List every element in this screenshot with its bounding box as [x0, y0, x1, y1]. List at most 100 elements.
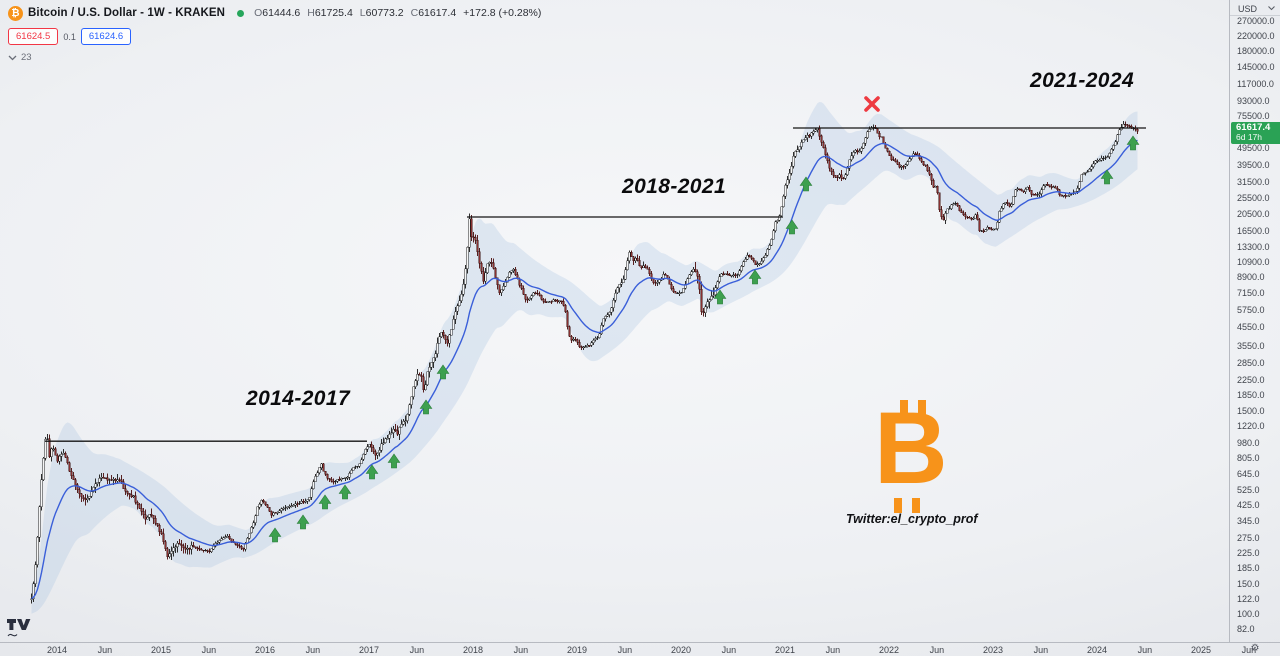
price-tick: 1220.0: [1237, 421, 1265, 432]
indicators-toggle[interactable]: 23: [8, 52, 541, 63]
month-tick: Jun: [201, 645, 217, 655]
bitcoin-logo-bar: [894, 498, 902, 513]
market-status-dot[interactable]: [237, 9, 245, 17]
last-price-label: 61617.4 6d 17h: [1231, 121, 1280, 145]
up-arrow-marker[interactable]: [387, 453, 401, 469]
sell-button[interactable]: 61624.5: [8, 28, 59, 45]
price-tick: 345.0: [1237, 516, 1260, 527]
chevron-down-icon: [8, 55, 17, 60]
up-arrow-marker[interactable]: [365, 464, 379, 480]
cycle-label[interactable]: 2014-2017: [246, 387, 351, 410]
close-value: 61617.4: [418, 7, 457, 19]
price-tick: 980.0: [1237, 437, 1260, 448]
up-arrow-marker[interactable]: [296, 514, 310, 530]
year-tick: 2021: [774, 645, 796, 655]
year-tick: 2022: [878, 645, 900, 655]
price-tick: 31500.0: [1237, 177, 1270, 188]
month-tick: Jun: [97, 645, 113, 655]
bitcoin-b-glyph: B: [874, 391, 948, 505]
bitcoin-logo-bar: [912, 498, 920, 513]
up-arrow-marker[interactable]: [713, 289, 727, 305]
currency-selector[interactable]: USD: [1230, 0, 1280, 16]
buy-button[interactable]: 61624.6: [80, 28, 132, 45]
up-arrow-marker[interactable]: [268, 527, 282, 543]
high-label: H: [307, 7, 315, 19]
price-tick: 180000.0: [1237, 46, 1275, 57]
close-label: C: [410, 7, 419, 19]
year-tick: 2014: [46, 645, 68, 655]
chevron-down-icon: [1268, 6, 1275, 11]
price-tick: 13300.0: [1237, 241, 1270, 252]
up-arrow-marker[interactable]: [785, 219, 799, 235]
tradingview-logo[interactable]: [6, 616, 34, 645]
twitter-handle-watermark: Twitter:el_crypto_prof: [846, 512, 978, 526]
month-tick: Jun: [721, 645, 737, 655]
open-label: O: [254, 7, 263, 19]
price-tick: 1850.0: [1237, 390, 1265, 401]
year-tick: 2018: [462, 645, 484, 655]
price-tick: 82.0: [1237, 624, 1255, 635]
year-tick: 2017: [358, 645, 380, 655]
year-tick: 2019: [566, 645, 588, 655]
month-tick: Jun: [929, 645, 945, 655]
change-value: +172.8 (+0.28%): [463, 7, 542, 19]
month-tick: Jun: [1241, 645, 1257, 655]
time-axis[interactable]: 2014 Jun 2015 Jun 2016 Jun 2017 Jun 2018 Jun 2019 J…: [0, 642, 1280, 656]
up-arrow-marker[interactable]: [1126, 135, 1140, 151]
year-tick: 2016: [254, 645, 276, 655]
price-tick: 100.0: [1237, 609, 1260, 620]
month-tick: Jun: [617, 645, 633, 655]
currency-label: USD: [1238, 3, 1258, 14]
open-value: 61444.6: [262, 7, 301, 19]
year-tick: 2024: [1086, 645, 1108, 655]
cycle-label[interactable]: 2018-2021: [622, 175, 727, 198]
bitcoin-logo-bar: [900, 400, 908, 415]
candles-layer: [30, 121, 1139, 604]
price-tick: 39500.0: [1237, 160, 1270, 171]
low-value: 60773.2: [365, 7, 404, 19]
high-value: 61725.4: [314, 7, 353, 19]
price-tick: 117000.0: [1237, 78, 1274, 89]
price-tick: 225.0: [1237, 548, 1260, 559]
price-tick: 150.0: [1237, 578, 1260, 589]
up-arrow-marker[interactable]: [799, 176, 813, 192]
price-tick: 805.0: [1237, 452, 1260, 463]
price-axis[interactable]: USD 270000.0 220000.0 180000.0 145000.0 1170…: [1229, 0, 1280, 642]
up-arrow-marker[interactable]: [748, 269, 762, 285]
year-tick: 2025: [1190, 645, 1212, 655]
up-arrow-marker[interactable]: [318, 494, 332, 510]
year-tick: 2015: [150, 645, 172, 655]
up-arrow-marker[interactable]: [419, 399, 433, 415]
bar-countdown: 6d 17h: [1236, 132, 1262, 143]
price-tick: 145000.0: [1237, 62, 1275, 73]
low-label: L: [359, 7, 366, 19]
up-arrow-marker[interactable]: [338, 484, 352, 500]
cycle-label[interactable]: 2021-2024: [1030, 69, 1135, 92]
symbol-title[interactable]: Bitcoin / U.S. Dollar - 1W - KRAKEN: [28, 7, 226, 19]
red-x-marker[interactable]: [864, 96, 880, 112]
gear-icon: ⚙: [1250, 643, 1260, 654]
up-arrow-marker[interactable]: [436, 364, 450, 380]
scale-settings-corner[interactable]: ⚙: [1230, 642, 1280, 656]
bitcoin-logo: B: [860, 391, 970, 526]
chart-plot-area[interactable]: 2014-2017 2018-2021 2021-2024: [0, 0, 1229, 642]
price-tick: 7150.0: [1237, 288, 1265, 299]
price-tick: 185.0: [1237, 562, 1260, 573]
ohlc-values: O61444.6 H61725.4 L60773.2 C61617.4 +172…: [254, 7, 541, 19]
month-tick: Jun: [825, 645, 841, 655]
price-tick: 93000.0: [1237, 95, 1270, 106]
last-price-value: 61617.4: [1236, 122, 1271, 134]
month-tick: Jun: [1033, 645, 1049, 655]
month-tick: Jun: [1137, 645, 1153, 655]
price-tick: 2250.0: [1237, 375, 1265, 386]
price-tick: 75500.0: [1237, 111, 1270, 122]
price-tick: 525.0: [1237, 484, 1260, 495]
price-tick: 425.0: [1237, 500, 1260, 511]
year-tick: 2023: [982, 645, 1004, 655]
up-arrow-marker[interactable]: [1100, 169, 1114, 185]
month-tick: Jun: [409, 645, 425, 655]
price-tick: 10900.0: [1237, 256, 1270, 267]
btc-symbol-icon: ₿: [8, 5, 23, 21]
price-tick: 220000.0: [1237, 31, 1275, 42]
